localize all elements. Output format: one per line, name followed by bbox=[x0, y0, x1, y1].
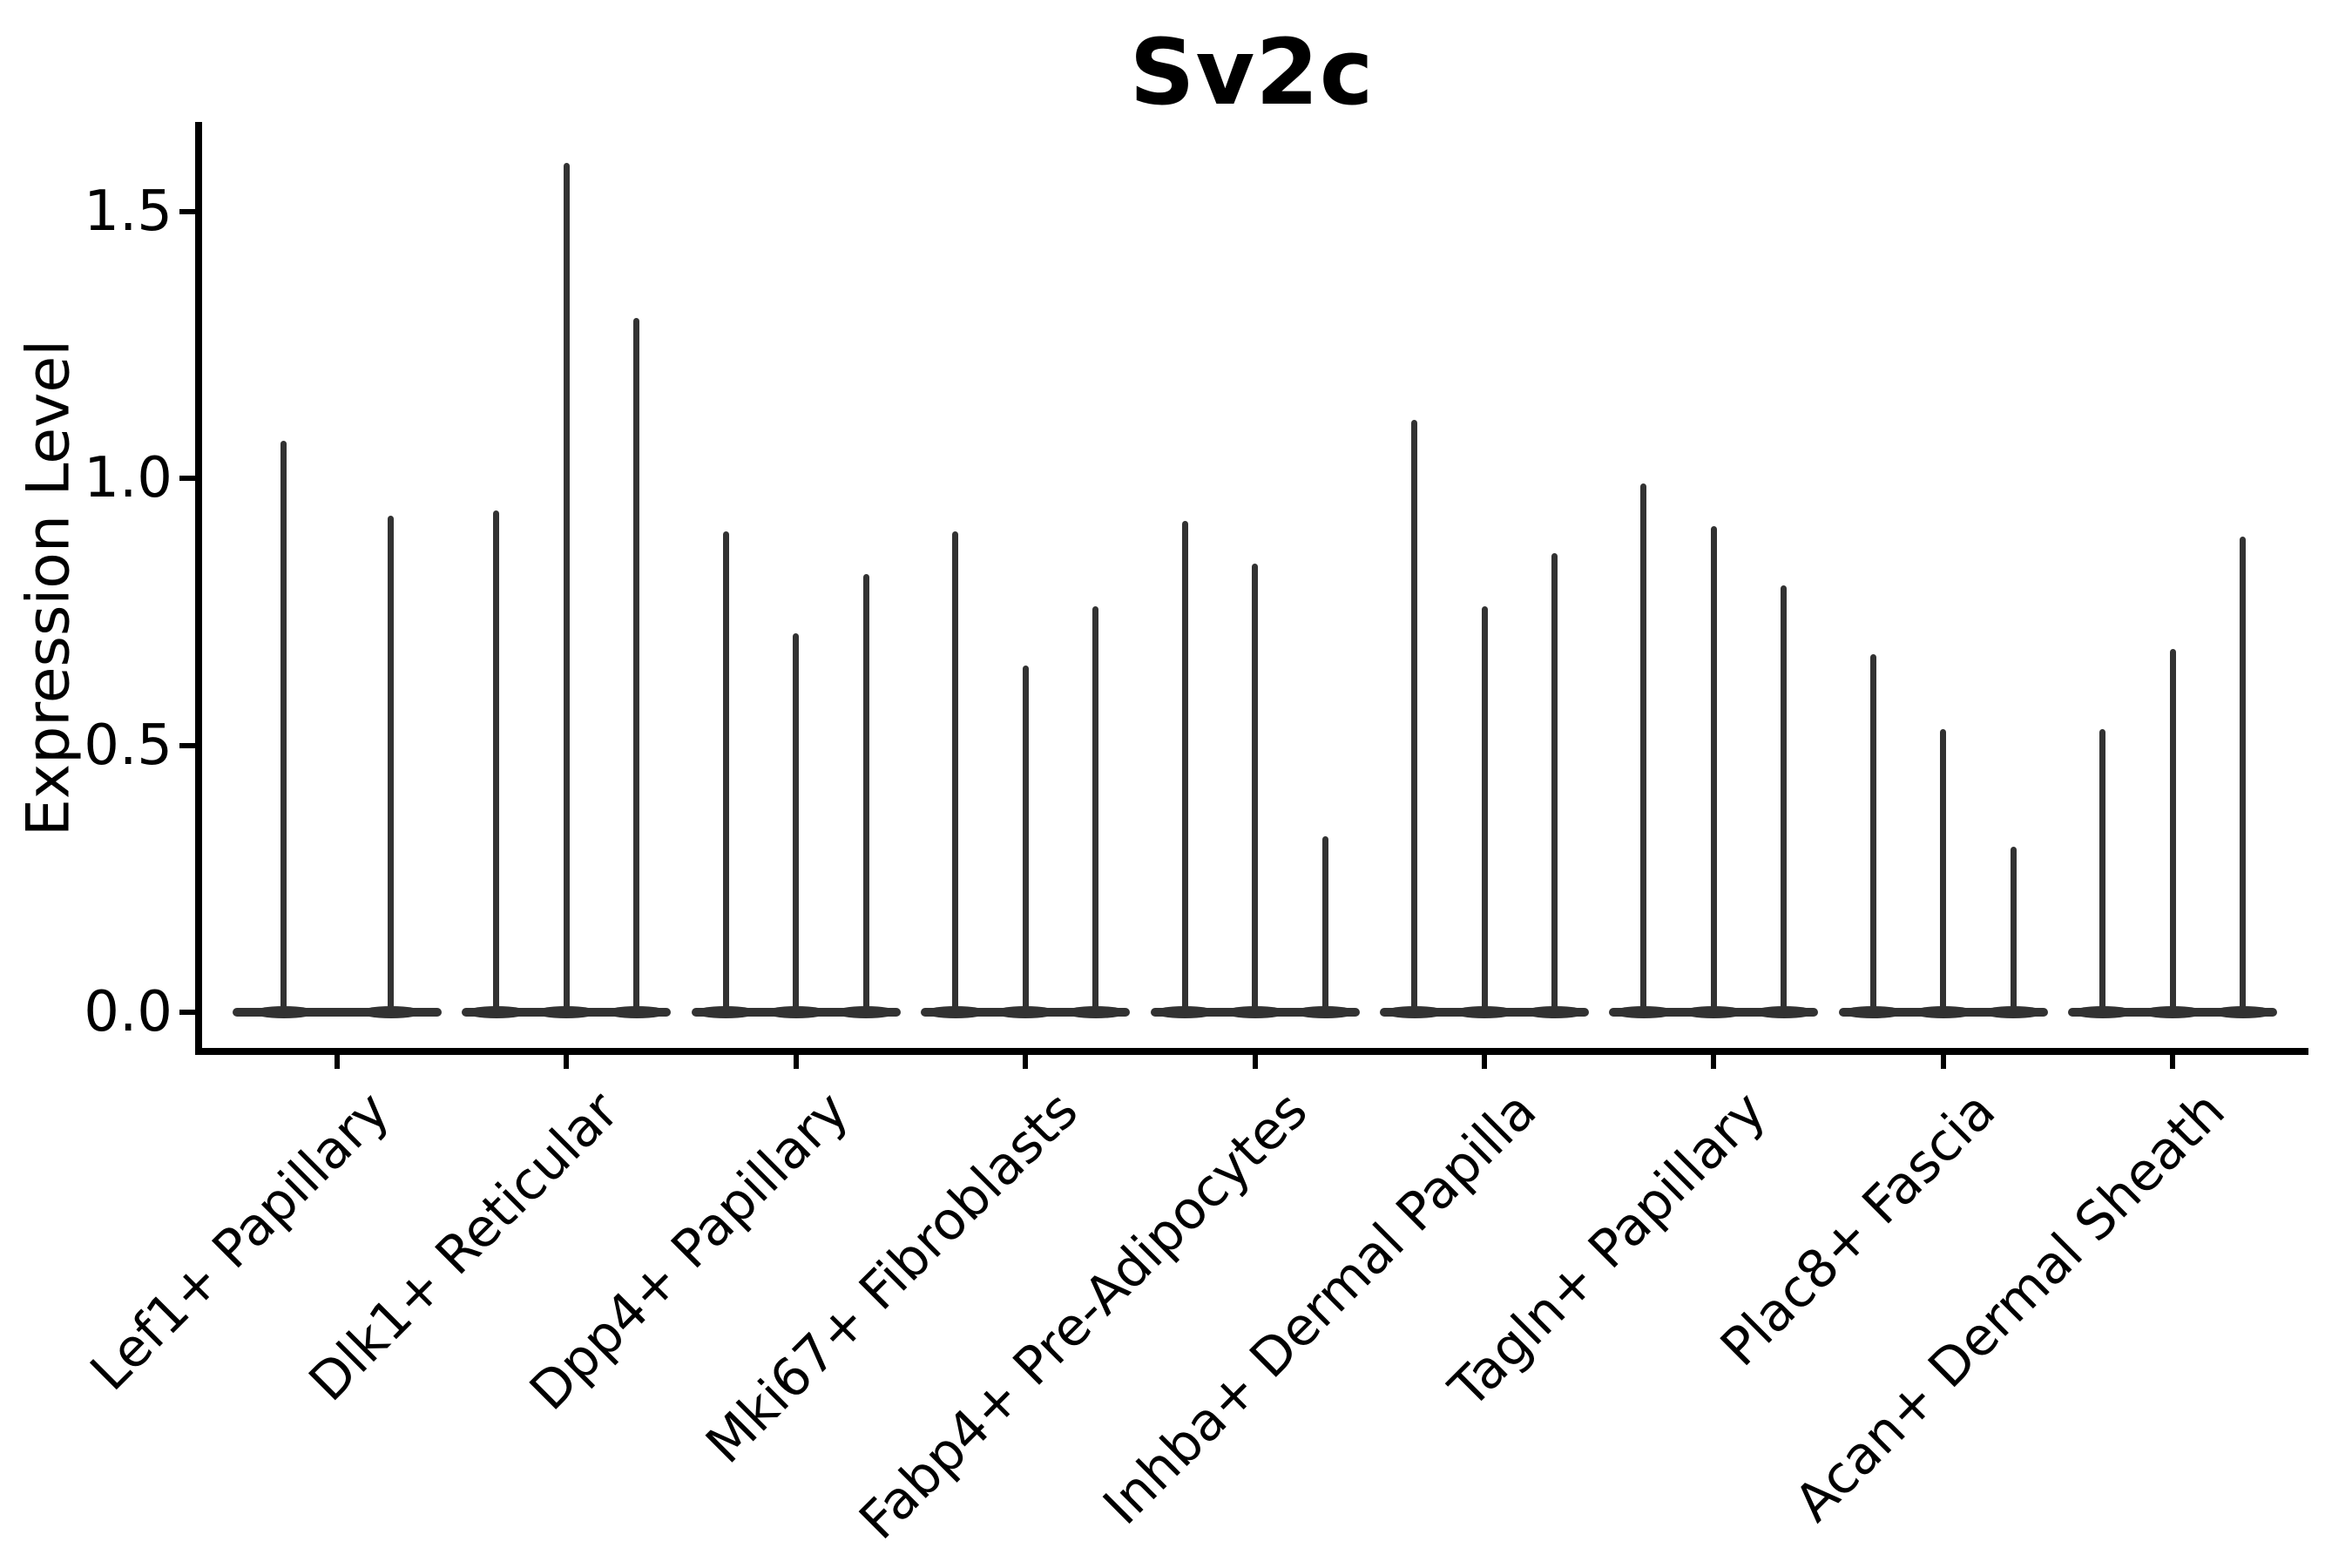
violin-base-bulge bbox=[1982, 1006, 2045, 1018]
y-tick-mark bbox=[179, 742, 195, 748]
violin-base-bulge bbox=[1153, 1006, 1217, 1018]
violin-spike bbox=[280, 441, 287, 1009]
y-axis-spine bbox=[195, 122, 202, 1055]
violin-spike bbox=[563, 163, 570, 1009]
y-tick-label: 0.5 bbox=[84, 713, 172, 778]
x-tick-label: Inhba+ Dermal Papilla bbox=[1092, 1080, 1549, 1537]
violin-base-bulge bbox=[359, 1006, 422, 1018]
y-tick-mark bbox=[179, 208, 195, 214]
x-tick-mark bbox=[1711, 1055, 1717, 1069]
violin-spike bbox=[1481, 606, 1488, 1009]
violin-spike bbox=[1321, 835, 1328, 1009]
violin-base-bulge bbox=[1223, 1006, 1287, 1018]
violin-spike bbox=[1869, 654, 1876, 1009]
violin-base-bulge bbox=[1612, 1006, 1675, 1018]
x-tick-mark bbox=[1482, 1055, 1487, 1069]
y-tick-label: 0.0 bbox=[84, 980, 172, 1044]
violin-spike bbox=[2240, 537, 2247, 1009]
violin-base-blob bbox=[233, 1008, 442, 1017]
violin-spike bbox=[862, 574, 869, 1009]
x-tick-mark bbox=[2170, 1055, 2176, 1069]
violin-spike bbox=[793, 632, 800, 1009]
x-tick-mark bbox=[1023, 1055, 1029, 1069]
violin-spike bbox=[1940, 729, 1947, 1009]
violin-base-bulge bbox=[694, 1006, 758, 1018]
violin-base-bulge bbox=[923, 1006, 987, 1018]
violin-base-bulge bbox=[1453, 1006, 1516, 1018]
x-tick-mark bbox=[793, 1055, 799, 1069]
violin-spike bbox=[1022, 665, 1029, 1009]
violin-base-bulge bbox=[835, 1006, 898, 1018]
violin-base-bulge bbox=[994, 1006, 1058, 1018]
violin-spike bbox=[1710, 526, 1717, 1009]
violin-spike bbox=[633, 318, 640, 1009]
y-tick-mark bbox=[179, 1010, 195, 1015]
y-tick-mark bbox=[179, 476, 195, 481]
violin-base-bulge bbox=[605, 1006, 668, 1018]
y-tick-label: 1.0 bbox=[84, 446, 172, 510]
violin-base-bulge bbox=[535, 1006, 598, 1018]
x-axis-spine bbox=[195, 1048, 2308, 1055]
x-tick-label: Acan+ Dermal Sheath bbox=[1783, 1080, 2237, 1534]
violin-base-bulge bbox=[1911, 1006, 1975, 1018]
y-tick-label: 1.5 bbox=[84, 179, 172, 244]
violin-spike bbox=[722, 531, 729, 1009]
violin-base-bulge bbox=[1752, 1006, 1815, 1018]
x-tick-mark bbox=[564, 1055, 570, 1069]
violin-spike bbox=[1181, 521, 1188, 1009]
violin-spike bbox=[2010, 846, 2017, 1009]
x-tick-mark bbox=[1940, 1055, 1946, 1069]
x-tick-mark bbox=[335, 1055, 340, 1069]
violin-base-bulge bbox=[1064, 1006, 1127, 1018]
violin-spike bbox=[1551, 552, 1558, 1009]
x-tick-label: Mki67+ Fibroblasts bbox=[694, 1080, 1090, 1476]
violin-spike bbox=[493, 510, 500, 1009]
violin-spike bbox=[1411, 419, 1417, 1009]
violin-spike bbox=[1781, 585, 1788, 1009]
plot-title: Sv2c bbox=[1129, 19, 1375, 125]
violin-base-bulge bbox=[252, 1006, 315, 1018]
violin-base-bulge bbox=[764, 1006, 828, 1018]
x-tick-label: Fabp4+ Pre-Adipocytes bbox=[848, 1080, 1320, 1551]
violin-spike bbox=[1092, 606, 1099, 1009]
violin-base-bulge bbox=[1682, 1006, 1746, 1018]
violin-base-bulge bbox=[2211, 1006, 2274, 1018]
violin-spike bbox=[1252, 564, 1259, 1009]
violin-base-bulge bbox=[2071, 1006, 2134, 1018]
violin-spike bbox=[2099, 729, 2106, 1009]
violin-spike bbox=[952, 531, 959, 1009]
violin-base-bulge bbox=[1382, 1006, 1446, 1018]
violin-base-bulge bbox=[464, 1006, 528, 1018]
violin-base-bulge bbox=[1294, 1006, 1357, 1018]
violin-spike bbox=[2169, 649, 2176, 1009]
violin-base-bulge bbox=[2141, 1006, 2205, 1018]
violin-spike bbox=[388, 515, 394, 1009]
violin-spike bbox=[1640, 483, 1647, 1009]
x-tick-mark bbox=[1252, 1055, 1258, 1069]
violin-base-bulge bbox=[1523, 1006, 1586, 1018]
violin-base-bulge bbox=[1842, 1006, 1905, 1018]
